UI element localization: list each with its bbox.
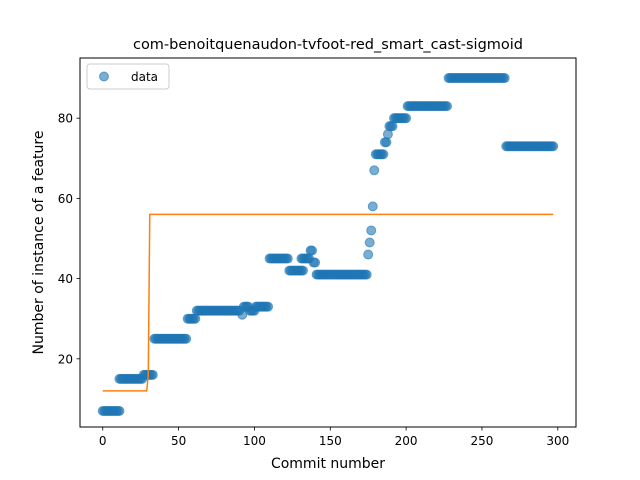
- data-point: [381, 137, 392, 148]
- data-point: [369, 165, 380, 176]
- y-tick-label: 80: [58, 112, 73, 126]
- legend-marker-data: [99, 71, 109, 82]
- data-point: [401, 113, 412, 124]
- chart-title: com-benoitquenaudon-tvfoot-red_smart_cas…: [133, 37, 523, 53]
- data-point: [263, 301, 274, 312]
- x-tick-label: 100: [243, 434, 266, 448]
- data-point: [310, 257, 321, 268]
- x-tick-label: 150: [319, 434, 342, 448]
- data-point: [363, 249, 374, 260]
- x-tick-label: 200: [395, 434, 418, 448]
- x-tick-label: 0: [99, 434, 107, 448]
- x-tick-label: 50: [171, 434, 186, 448]
- axes-frame: [79, 57, 577, 428]
- y-tick-label: 40: [58, 272, 73, 286]
- fit-line: [102, 213, 554, 392]
- y-axis-label: Number of instance of a feature: [31, 131, 47, 355]
- legend-box: [86, 63, 170, 90]
- data-point: [361, 269, 372, 280]
- data-point: [367, 201, 378, 212]
- plot-area: [97, 73, 559, 416]
- data-point: [297, 265, 308, 276]
- data-point: [282, 253, 293, 264]
- axis-ticks: 0 50 100 150 200 250 300 20 40 60 80: [58, 112, 570, 448]
- legend-label-data: data: [131, 70, 158, 84]
- y-tick-label: 60: [58, 192, 73, 206]
- data-point: [378, 149, 389, 160]
- data-point: [364, 237, 375, 248]
- data-point: [366, 225, 377, 236]
- data-point: [307, 245, 318, 256]
- legend: data: [86, 63, 170, 90]
- data-point: [499, 73, 510, 84]
- data-point: [147, 369, 158, 380]
- data-point: [181, 333, 192, 344]
- x-axis-label: Commit number: [271, 456, 385, 472]
- x-tick-label: 300: [546, 434, 569, 448]
- data-point: [114, 405, 125, 416]
- y-tick-label: 20: [58, 352, 73, 366]
- data-point: [442, 101, 453, 112]
- x-tick-label: 250: [471, 434, 494, 448]
- data-point: [548, 141, 559, 152]
